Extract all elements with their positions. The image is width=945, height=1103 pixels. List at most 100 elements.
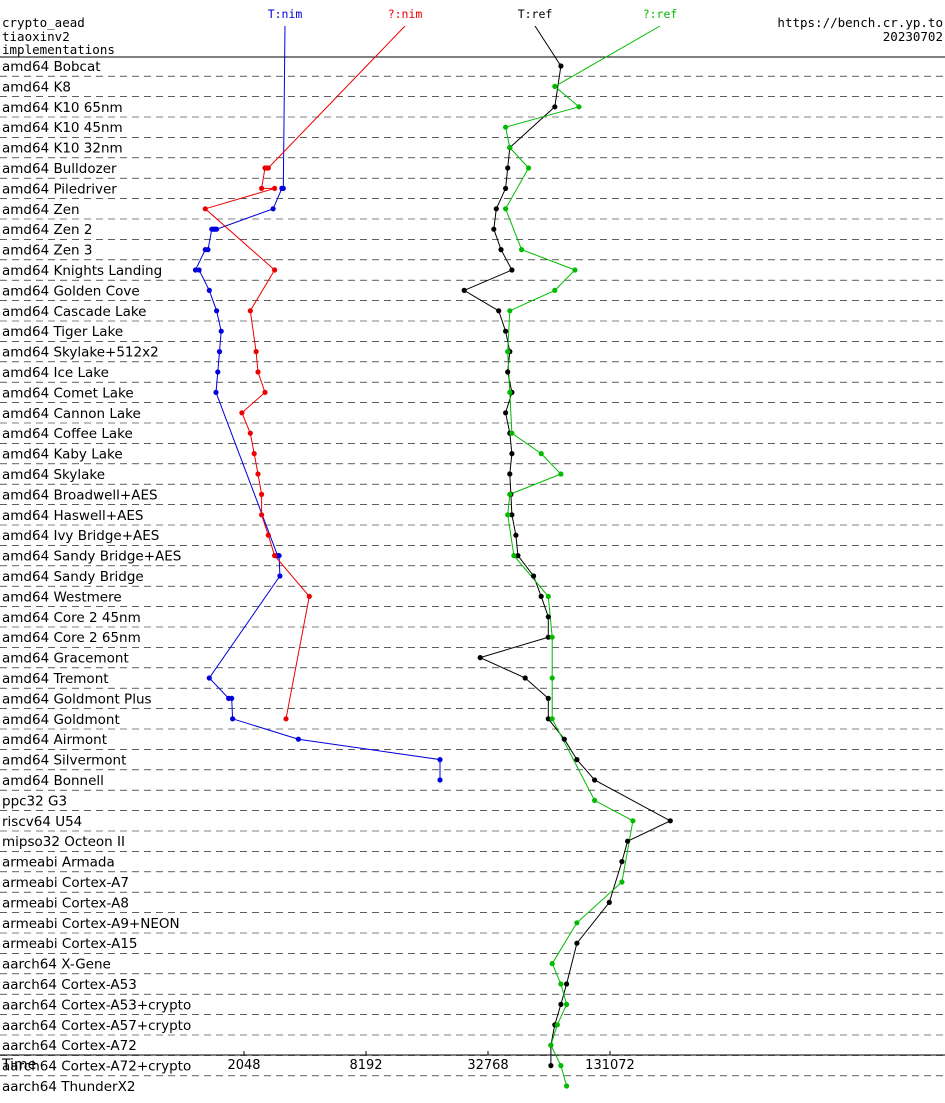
data-point bbox=[505, 369, 511, 375]
data-point bbox=[247, 308, 253, 314]
data-point bbox=[552, 104, 558, 110]
series-points bbox=[192, 63, 673, 1089]
row-label: amd64 Bulldozer bbox=[2, 161, 117, 177]
data-point bbox=[272, 553, 278, 559]
data-point bbox=[259, 491, 265, 497]
row-label: amd64 Westmere bbox=[2, 589, 122, 605]
data-point bbox=[229, 695, 235, 702]
data-point bbox=[247, 430, 253, 436]
data-point bbox=[554, 1022, 560, 1028]
data-point bbox=[262, 165, 268, 171]
data-point bbox=[552, 83, 558, 89]
data-point bbox=[437, 777, 443, 783]
data-point bbox=[276, 553, 282, 559]
row-label: armeabi Cortex-A9+NEON bbox=[2, 916, 180, 932]
row-label: amd64 Bonnell bbox=[2, 773, 104, 789]
data-point bbox=[548, 1042, 554, 1048]
data-point bbox=[437, 757, 443, 763]
row-label: amd64 Tremont bbox=[2, 671, 109, 687]
data-point bbox=[277, 573, 283, 579]
data-point bbox=[270, 206, 276, 212]
data-point bbox=[545, 716, 551, 722]
row-label: armeabi Armada bbox=[2, 855, 115, 871]
header-algorithm: tiaoxinv2 bbox=[2, 29, 70, 44]
row-label: armeabi Cortex-A8 bbox=[2, 895, 129, 911]
data-point bbox=[558, 981, 564, 987]
row-label: amd64 K10 65nm bbox=[2, 100, 123, 116]
data-point bbox=[509, 451, 515, 457]
data-point bbox=[526, 165, 532, 171]
data-point bbox=[515, 553, 521, 559]
legend: T:nim ?:nim T:ref ?:ref bbox=[268, 7, 678, 21]
data-point bbox=[667, 818, 673, 824]
data-point bbox=[507, 389, 513, 395]
data-point bbox=[509, 430, 515, 436]
data-point bbox=[213, 389, 219, 395]
data-point bbox=[283, 716, 289, 722]
data-point bbox=[606, 899, 612, 906]
row-label: amd64 Tiger Lake bbox=[2, 324, 123, 340]
row-label: amd64 Coffee Lake bbox=[2, 426, 133, 442]
data-point bbox=[564, 1083, 570, 1089]
data-point bbox=[509, 512, 515, 518]
data-point bbox=[251, 451, 257, 457]
data-point bbox=[558, 1001, 564, 1008]
data-point bbox=[306, 593, 312, 600]
data-point bbox=[545, 593, 551, 600]
x-tick-label: 8192 bbox=[349, 1058, 382, 1073]
row-label: armeabi Cortex-A7 bbox=[2, 875, 129, 891]
x-tick-label: 2048 bbox=[227, 1058, 260, 1073]
data-point bbox=[202, 247, 208, 253]
data-point bbox=[239, 410, 245, 416]
row-label: amd64 K10 45nm bbox=[2, 120, 123, 136]
row-label: amd64 Skylake bbox=[2, 467, 105, 483]
data-point bbox=[503, 410, 509, 416]
data-point bbox=[592, 797, 598, 804]
row-label: amd64 Goldmont Plus bbox=[2, 691, 152, 707]
data-point bbox=[505, 349, 511, 355]
row-label: aarch64 Cortex-A53+crypto bbox=[2, 997, 191, 1013]
series-lines bbox=[194, 25, 672, 1087]
data-point bbox=[255, 369, 261, 375]
row-label: amd64 Kaby Lake bbox=[2, 447, 123, 463]
data-point bbox=[552, 287, 558, 293]
row-label: armeabi Cortex-A15 bbox=[2, 936, 138, 952]
row-label: amd64 Airmont bbox=[2, 732, 107, 748]
x-tick-label: 131072 bbox=[585, 1058, 635, 1073]
row-label: amd64 Zen 3 bbox=[2, 243, 92, 259]
data-point bbox=[549, 716, 555, 722]
data-point bbox=[272, 267, 278, 273]
row-label: amd64 Haswell+AES bbox=[2, 508, 143, 524]
data-point bbox=[572, 267, 578, 273]
legend-label: T:ref bbox=[518, 7, 553, 21]
data-point bbox=[545, 614, 551, 620]
row-label: amd64 Broadwell+AES bbox=[2, 487, 158, 503]
data-point bbox=[192, 267, 199, 273]
data-point bbox=[574, 940, 580, 946]
data-point bbox=[558, 1063, 564, 1069]
row-label: amd64 Goldmont bbox=[2, 712, 120, 728]
data-point bbox=[558, 63, 564, 69]
row-label: amd64 Sandy Bridge bbox=[2, 569, 144, 585]
row-label: amd64 Bobcat bbox=[2, 59, 101, 75]
data-point bbox=[625, 838, 631, 844]
data-point bbox=[507, 491, 513, 497]
data-point bbox=[549, 634, 555, 640]
data-point bbox=[196, 267, 202, 273]
data-point bbox=[295, 736, 301, 742]
data-point bbox=[503, 185, 509, 191]
legend-label: ?:nim bbox=[388, 7, 423, 21]
data-point bbox=[513, 532, 519, 538]
data-point bbox=[209, 226, 215, 232]
data-point bbox=[214, 308, 220, 314]
series-line bbox=[204, 25, 406, 719]
header-site: https://bench.cr.yp.to bbox=[777, 15, 943, 30]
data-point bbox=[218, 328, 224, 334]
data-point bbox=[503, 206, 509, 212]
data-point bbox=[505, 165, 511, 171]
data-point bbox=[531, 573, 537, 579]
row-label: amd64 Piledriver bbox=[2, 181, 117, 197]
row-labels: amd64 Bobcat amd64 K8 amd64 K10 65nm amd64 … bbox=[0, 59, 945, 1095]
row-label: amd64 Cascade Lake bbox=[2, 304, 147, 320]
data-point bbox=[215, 369, 221, 375]
